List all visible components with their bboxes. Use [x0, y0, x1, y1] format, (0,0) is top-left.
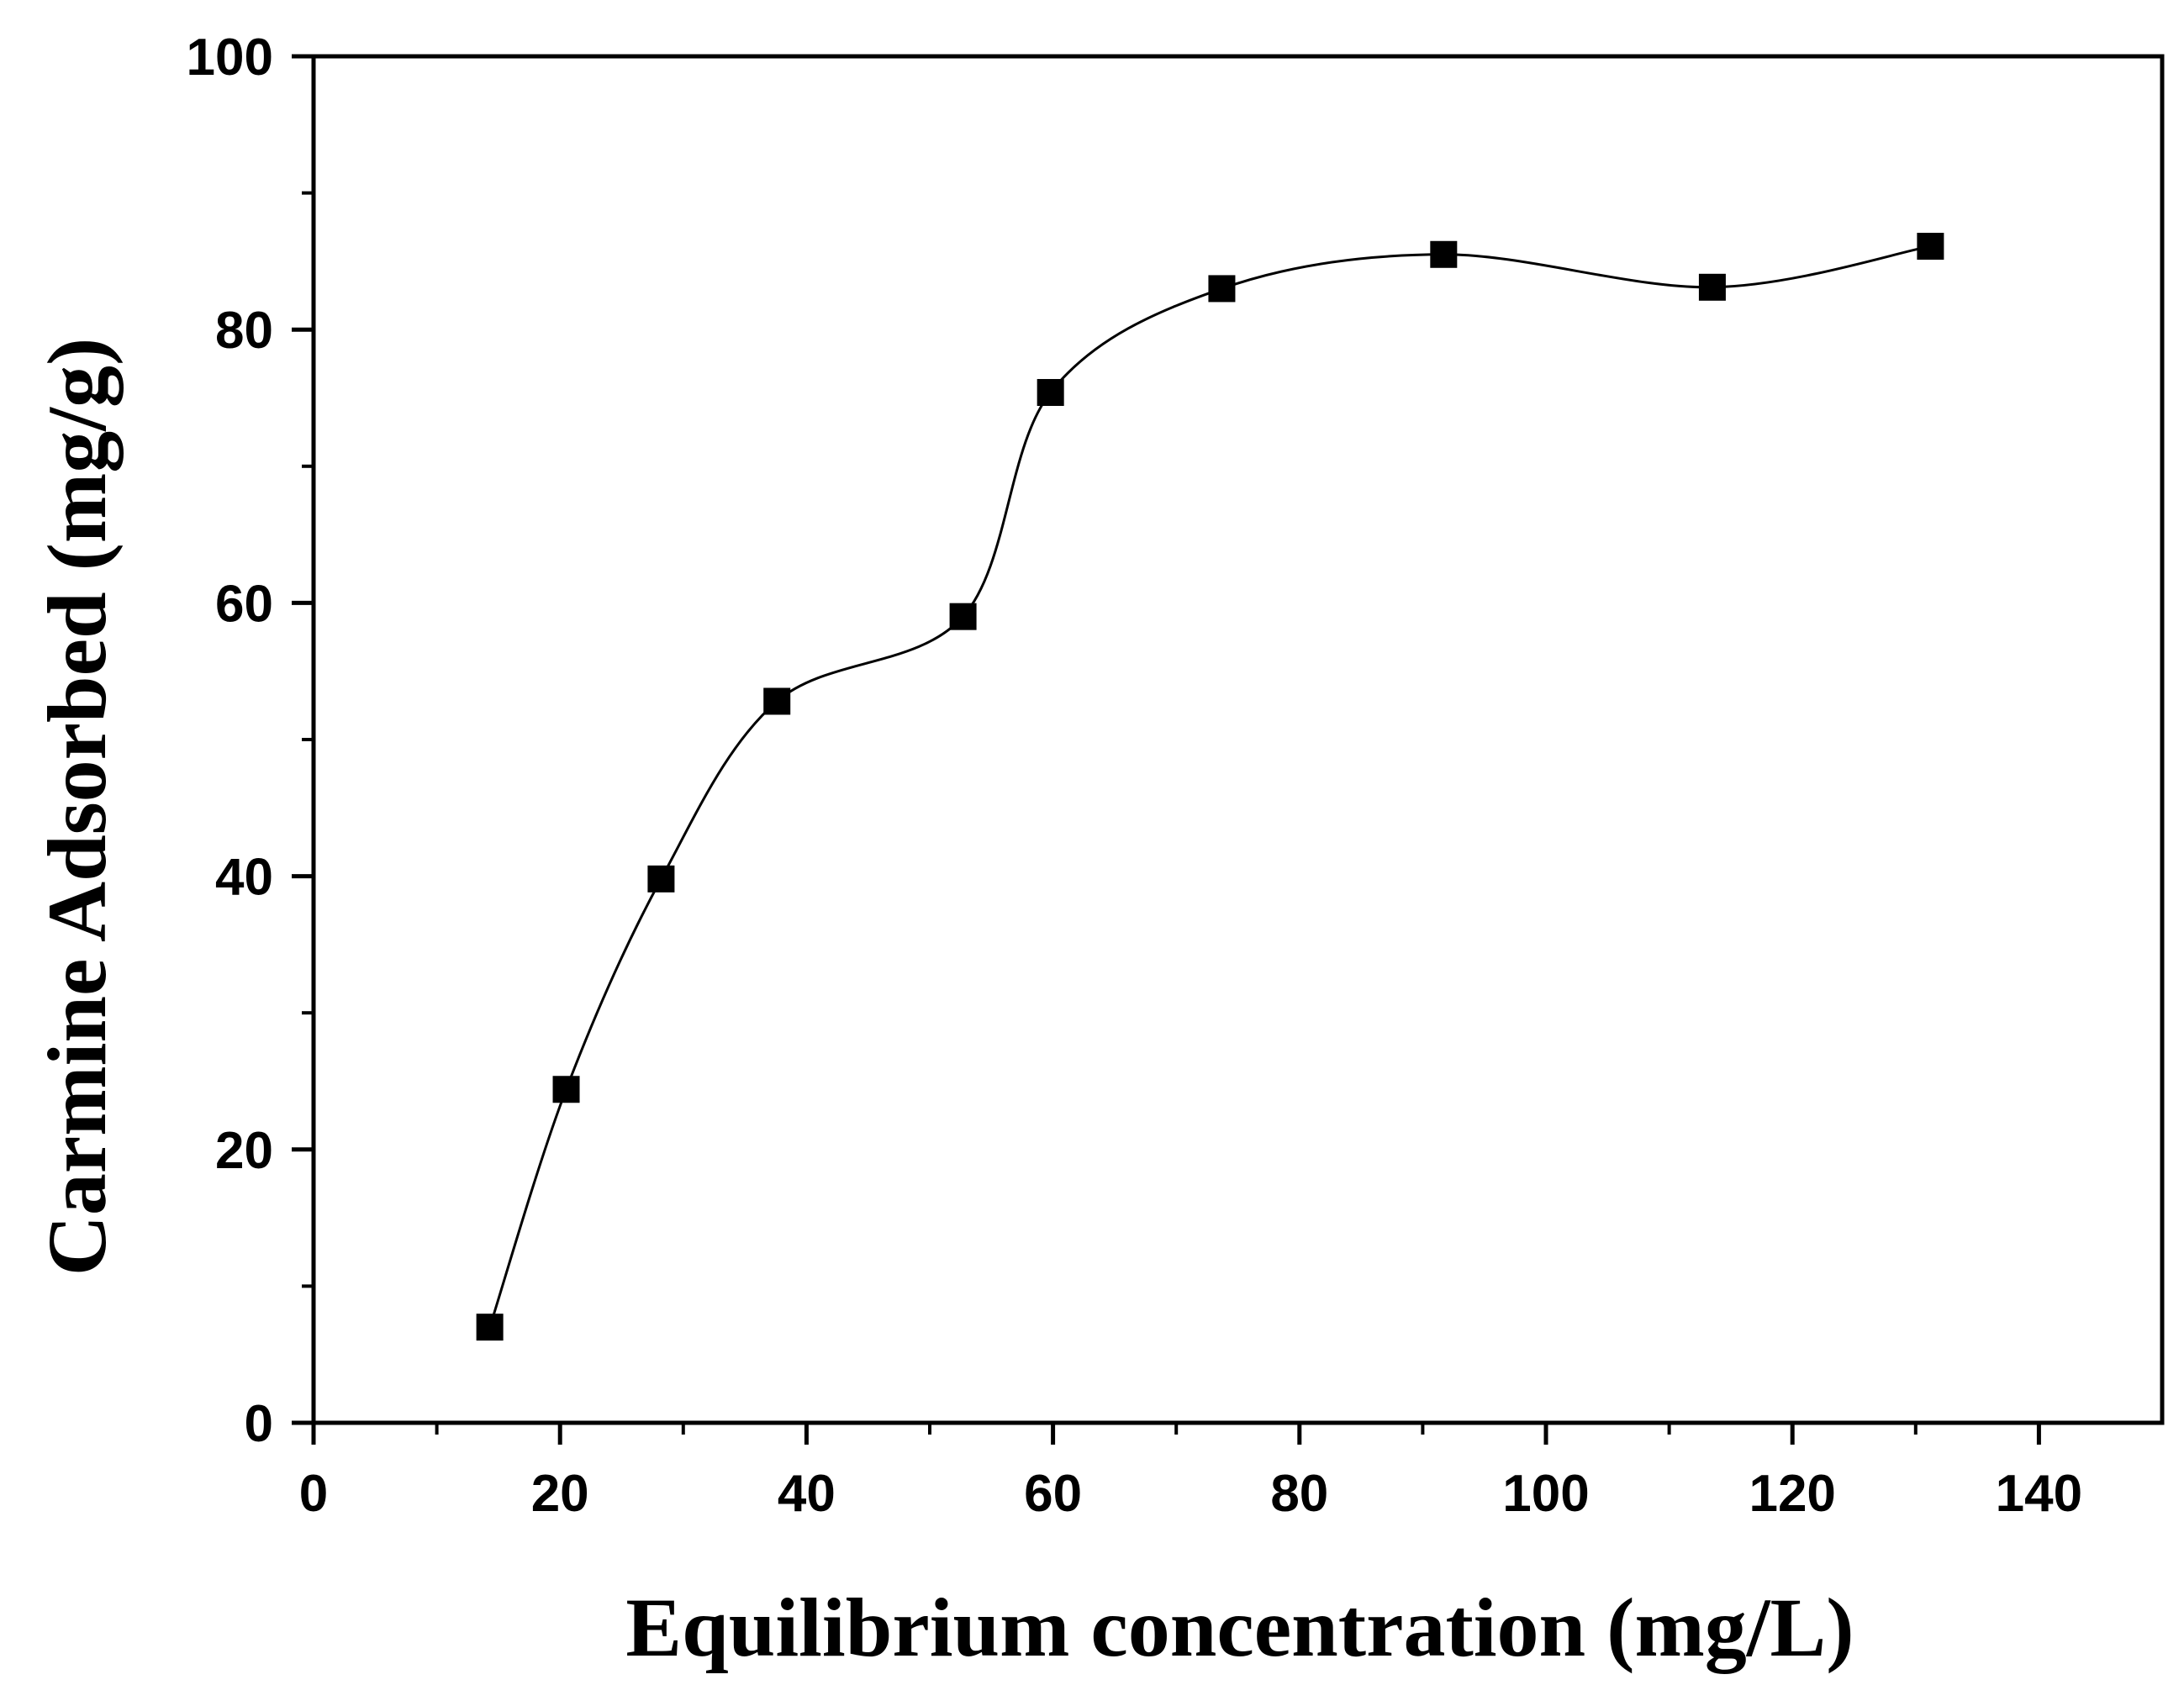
data-point: [1208, 275, 1236, 303]
data-point: [949, 603, 977, 630]
y-tick-label: 0: [245, 1395, 273, 1453]
data-point: [1037, 378, 1064, 406]
y-axis: 0 20 40 60 80 100: [187, 29, 314, 1453]
y-tick-label: 100: [187, 29, 273, 87]
data-point: [647, 865, 675, 893]
y-tick-label: 20: [215, 1122, 273, 1180]
data-point: [763, 687, 791, 715]
x-tick-label: 0: [299, 1465, 328, 1523]
data-point: [476, 1314, 504, 1341]
fit-curve: [488, 245, 1931, 1328]
y-tick-label: 80: [215, 302, 273, 360]
x-axis-title: Equilibrium concentration (mg/L): [625, 1581, 1854, 1674]
y-tick-label: 40: [215, 849, 273, 907]
x-tick-label: 80: [1270, 1465, 1328, 1523]
y-axis-title: Carmine Adsorbed (mg/g): [30, 338, 124, 1277]
y-tick-label: 60: [215, 575, 273, 633]
x-axis: 0 20 40 60 80 100 120 140: [299, 1423, 2082, 1523]
data-point: [1430, 240, 1458, 268]
plot-border: [311, 54, 2165, 1425]
x-tick-label: 40: [778, 1465, 836, 1523]
x-tick-label: 60: [1024, 1465, 1082, 1523]
plot-frame: [311, 54, 2165, 1425]
data-point: [552, 1076, 580, 1103]
series-layer: [476, 233, 1944, 1341]
data-point: [1698, 273, 1726, 301]
x-tick-label: 140: [1996, 1465, 2082, 1523]
data-point: [1917, 233, 1944, 261]
x-tick-label: 100: [1502, 1465, 1589, 1523]
x-tick-label: 20: [531, 1465, 589, 1523]
x-tick-label: 120: [1749, 1465, 1835, 1523]
